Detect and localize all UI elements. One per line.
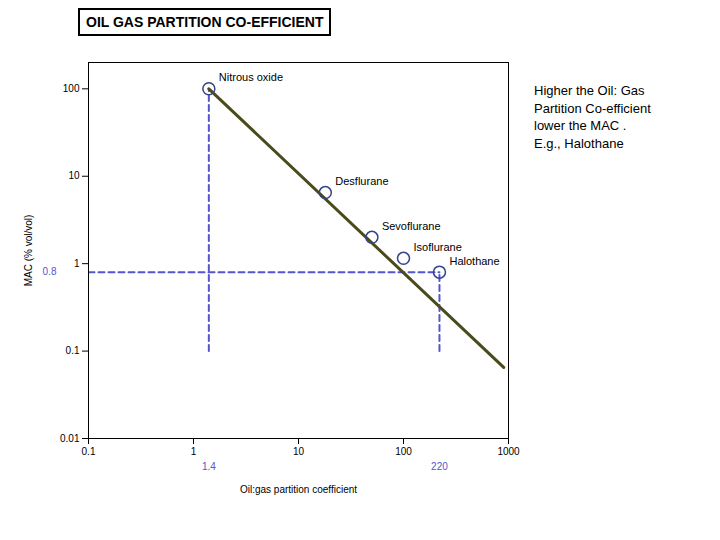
svg-text:1: 1 [74, 258, 80, 269]
svg-text:1000: 1000 [497, 446, 520, 457]
svg-text:10: 10 [68, 170, 80, 181]
svg-text:Oil:gas partition coefficient: Oil:gas partition coefficient [240, 484, 357, 495]
svg-text:Isoflurane: Isoflurane [414, 241, 462, 253]
svg-text:0.8: 0.8 [43, 266, 57, 277]
svg-text:1.4: 1.4 [202, 461, 216, 472]
svg-text:220: 220 [431, 461, 448, 472]
svg-text:100: 100 [63, 83, 80, 94]
svg-text:1: 1 [191, 446, 197, 457]
svg-text:0.1: 0.1 [82, 446, 96, 457]
svg-text:Nitrous oxide: Nitrous oxide [219, 71, 283, 83]
svg-text:MAC (% vol/vol): MAC (% vol/vol) [23, 215, 34, 287]
svg-text:0.01: 0.01 [60, 433, 80, 444]
svg-text:100: 100 [395, 446, 412, 457]
svg-text:Sevoflurane: Sevoflurane [382, 220, 441, 232]
svg-text:0.1: 0.1 [66, 345, 80, 356]
html-text:Higher the Oil: Gas Partition: Higher the Oil: Gas Partition Co-efficie… [534, 83, 651, 151]
html-text:OIL GAS PARTITION CO-EFFICIENT: OIL GAS PARTITION CO-EFFICIENT [86, 14, 324, 30]
svg-text:10: 10 [293, 446, 305, 457]
svg-text:Halothane: Halothane [449, 255, 499, 267]
svg-text:Desflurane: Desflurane [335, 175, 388, 187]
